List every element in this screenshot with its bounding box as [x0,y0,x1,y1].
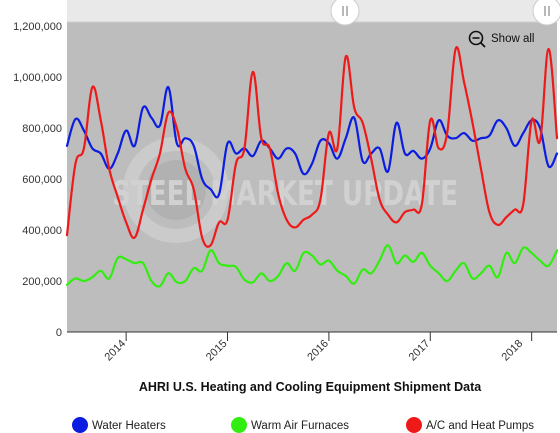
legend-marker [406,417,422,433]
show-all-button[interactable]: Show all [468,30,535,48]
x-tick-label: 2014 [102,338,128,364]
legend-item-water-heaters[interactable]: Water Heaters [72,417,166,433]
legend-label: Warm Air Furnaces [251,420,349,432]
zoom-out-icon[interactable] [468,30,484,46]
x-tick-label: 2017 [407,338,433,364]
x-axis: 2014 2015 2016 2017 2018 [102,332,533,364]
scrollbar-handle-left[interactable] [330,0,360,26]
show-all-label[interactable]: Show all [491,33,534,45]
scrollbar-handle-right[interactable] [532,0,560,26]
x-tick-label: 2018 [500,338,526,364]
y-tick-label: 1,200,000 [13,21,62,33]
y-tick-label: 600,000 [22,174,62,186]
y-tick-label: 1,000,000 [13,72,62,84]
legend-marker [72,417,88,433]
legend-item-ac-heat-pumps[interactable]: A/C and Heat Pumps [406,417,534,433]
legend-item-warm-air-furnaces[interactable]: Warm Air Furnaces [231,417,349,433]
y-axis: 0 200,000 400,000 600,000 800,000 1,000,000 1,… [13,21,62,339]
series-line-ac-heat-pumps [65,46,559,248]
legend-label: A/C and Heat Pumps [426,420,534,432]
chart-title: AHRI U.S. Heating and Cooling Equipment … [139,380,482,394]
scrollbar-track[interactable] [67,0,557,22]
y-tick-label: 200,000 [22,276,62,288]
y-tick-label: 0 [56,327,62,339]
series-line-warm-air-furnaces [65,244,559,288]
watermark-logo: STEEL MARKET UPDATE [112,137,458,243]
y-tick-label: 400,000 [22,225,62,237]
x-tick-label: 2016 [305,338,331,364]
legend: Water Heaters Warm Air Furnaces A/C and He… [72,417,534,433]
legend-label: Water Heaters [92,420,166,432]
x-tick-label: 2015 [204,338,230,364]
y-tick-label: 800,000 [22,123,62,135]
series-layer [65,46,559,288]
watermark-text: STEEL MARKET UPDATE [112,174,458,214]
legend-marker [231,417,247,433]
